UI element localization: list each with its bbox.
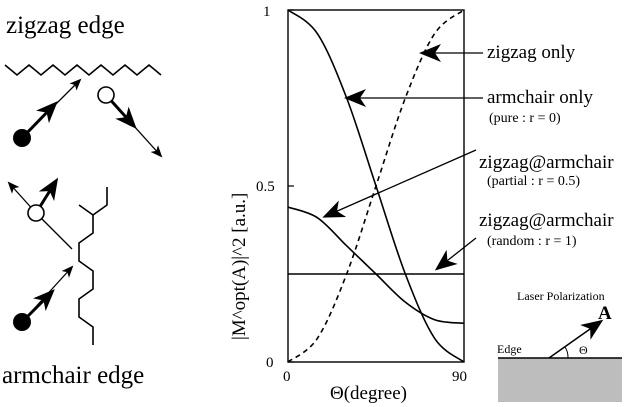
- x-tick-90: 90: [452, 369, 467, 385]
- legend-partial: zigzag@armchair: [479, 152, 614, 173]
- laser-polarization-title: Laser Polarization: [517, 289, 605, 303]
- zigzag-edge-title: zigzag edge: [6, 12, 125, 39]
- x-axis-label: Θ(degree): [330, 383, 407, 404]
- legend-zigzag-only: zigzag only: [487, 42, 576, 63]
- y-tick-0.5: 0.5: [256, 179, 275, 195]
- electron-filled: [13, 129, 31, 147]
- pointer-partial: [322, 149, 477, 218]
- pointer-random: [434, 237, 477, 271]
- series-line-2: [287, 206, 465, 325]
- armchair-edge-line-2: [92, 187, 108, 216]
- y-tick-0: 0: [266, 355, 274, 371]
- x-tick-0: 0: [283, 369, 291, 385]
- y-tick-1: 1: [263, 4, 271, 20]
- armchair-electron-filled: [13, 313, 31, 331]
- edge-substrate: [498, 358, 622, 402]
- legend-armchair-only-sub: (pure : r = 0): [489, 111, 561, 126]
- armchair-edge-title: armchair edge: [2, 362, 144, 389]
- y-axis-label: |M^opt(A)|^2 [a.u.]: [229, 193, 250, 340]
- legend-random-sub: (random : r = 1): [487, 234, 577, 249]
- legend-partial-sub: (partial : r = 0.5): [487, 174, 580, 189]
- zigzag-edge-line: [4, 63, 162, 77]
- armchair-hole-open: [27, 204, 45, 222]
- legend-armchair-only: armchair only: [487, 87, 594, 108]
- legend-random: zigzag@armchair: [479, 210, 614, 231]
- polarization-vector: [548, 319, 604, 359]
- armchair-edge-line: [78, 204, 94, 345]
- angle-arc: [564, 346, 569, 359]
- angle-label: Θ: [579, 343, 588, 357]
- chart: 1 0.5 0 0 90 Θ(degree) |M^opt(A)|^2 [a.u…: [229, 4, 467, 404]
- hole-open: [97, 86, 115, 104]
- edge-label: Edge: [497, 342, 522, 356]
- series-line-1: [287, 9, 465, 363]
- vector-a-label: A: [598, 303, 612, 324]
